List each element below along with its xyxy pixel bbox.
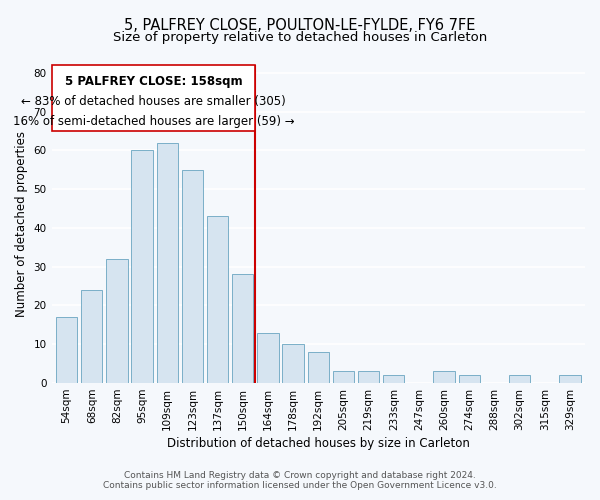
Bar [458,376,480,383]
Bar [433,372,455,383]
Y-axis label: Number of detached properties: Number of detached properties [15,131,28,317]
Bar [383,376,404,383]
Bar [106,259,128,383]
X-axis label: Distribution of detached houses by size in Carleton: Distribution of detached houses by size … [167,437,470,450]
Text: 16% of semi-detached houses are larger (59) →: 16% of semi-detached houses are larger (… [13,114,294,128]
Bar [333,372,354,383]
Bar [283,344,304,383]
Text: Size of property relative to detached houses in Carleton: Size of property relative to detached ho… [113,31,487,44]
Text: 5, PALFREY CLOSE, POULTON-LE-FYLDE, FY6 7FE: 5, PALFREY CLOSE, POULTON-LE-FYLDE, FY6 … [124,18,476,32]
Bar [358,372,379,383]
Text: 5 PALFREY CLOSE: 158sqm: 5 PALFREY CLOSE: 158sqm [65,75,242,88]
Bar [559,376,581,383]
Bar [157,142,178,383]
Text: ← 83% of detached houses are smaller (305): ← 83% of detached houses are smaller (30… [21,95,286,108]
Bar [131,150,153,383]
Bar [257,332,278,383]
Bar [81,290,103,383]
Bar [308,352,329,383]
Text: Contains HM Land Registry data © Crown copyright and database right 2024.
Contai: Contains HM Land Registry data © Crown c… [103,470,497,490]
Bar [509,376,530,383]
FancyBboxPatch shape [52,65,256,131]
Bar [56,317,77,383]
Bar [232,274,253,383]
Bar [207,216,229,383]
Bar [182,170,203,383]
